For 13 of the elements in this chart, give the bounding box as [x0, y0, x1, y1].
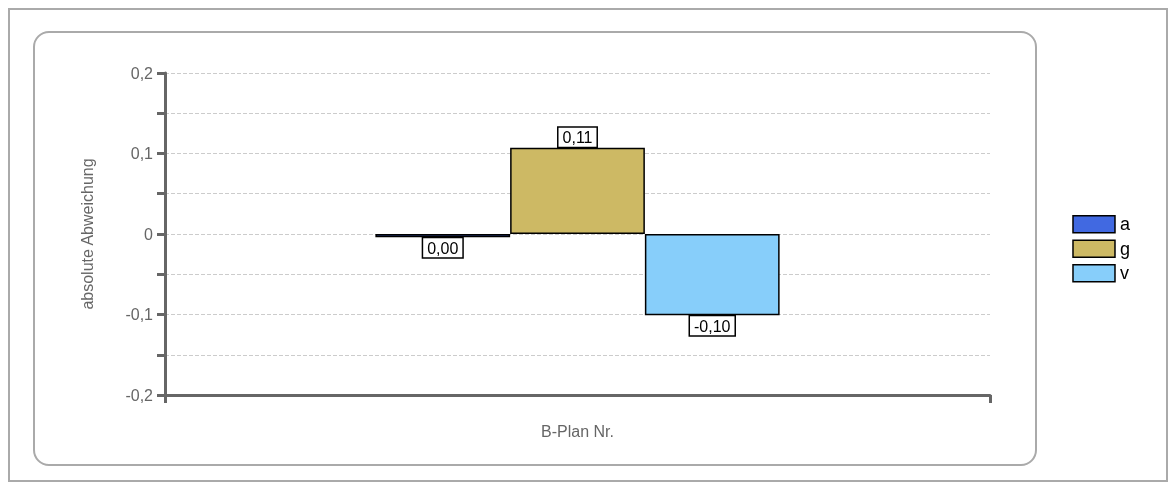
data-label: 0,11: [562, 129, 593, 147]
legend-label: a: [1119, 214, 1131, 235]
y-tick-label: 0,2: [130, 64, 154, 82]
x-axis-title: B-Plan Nr.: [541, 422, 614, 440]
data-label: -0,10: [694, 317, 731, 335]
legend-label: v: [1119, 263, 1129, 284]
y-tick-label: 0,1: [130, 145, 154, 162]
y-tick-label: -0,2: [125, 386, 154, 404]
legend-label: g: [1119, 238, 1130, 259]
data-label: 0,00: [427, 239, 459, 257]
y-tick-label: 0: [144, 225, 154, 243]
y-tick-label: -0,1: [125, 306, 154, 323]
y-axis-title: absolute Abweichung: [78, 158, 96, 310]
